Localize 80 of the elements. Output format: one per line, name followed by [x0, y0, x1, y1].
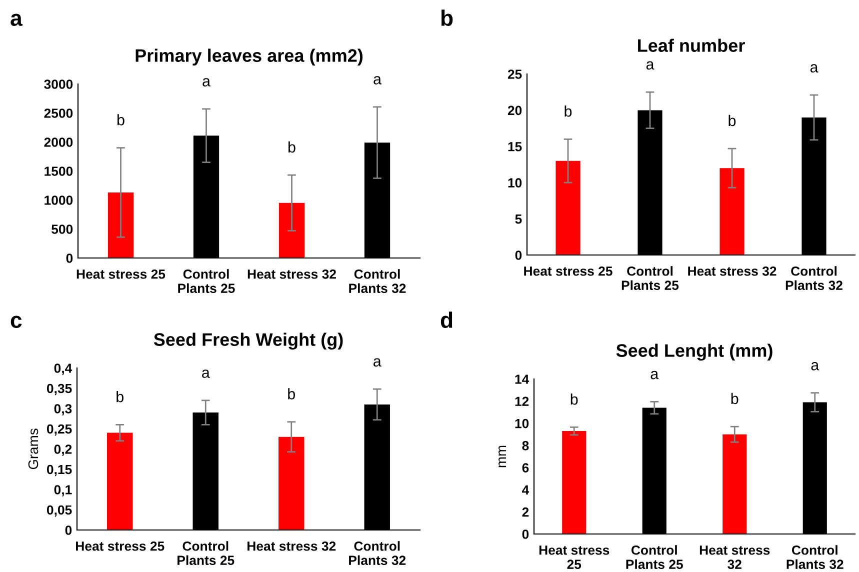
annotation: b — [117, 114, 124, 126]
text: a — [10, 14, 22, 26]
x-tick-label: Control Plants 32 — [349, 541, 406, 566]
x-tick-label: Control Plants 25 — [622, 266, 679, 290]
annotation: b — [564, 105, 572, 117]
annotation: a — [374, 76, 382, 84]
y-tick-label: 0 — [66, 254, 73, 263]
chart-title: Primary leaves area (mm2) — [136, 48, 363, 66]
y-tick-label: 10 — [508, 178, 522, 188]
y-tick-label: 15 — [508, 142, 522, 152]
text: b — [441, 10, 453, 26]
annotation: b — [288, 388, 295, 400]
y-tick-label: 14 — [515, 374, 530, 384]
y-tick-label: 0 — [515, 250, 522, 260]
x-tick-label: Control Plants 32 — [786, 266, 842, 290]
text: c — [10, 316, 22, 328]
y-tick-label: 8 — [522, 440, 529, 450]
y-tick-label: 0,2 — [54, 444, 72, 456]
bar — [278, 436, 304, 530]
bar — [722, 434, 747, 534]
bar — [556, 160, 580, 255]
y-tick-label: 3000 — [44, 80, 73, 89]
text: a — [810, 64, 818, 73]
y-tick-label: 5 — [515, 214, 522, 224]
y-tick-label: 0,25 — [46, 424, 72, 436]
y-tick-label: 1500 — [44, 166, 73, 176]
x-tick-label: Control Plants 32 — [349, 269, 406, 294]
chart-title: Leaf number — [638, 38, 745, 52]
text: a — [811, 362, 820, 370]
annotation: a — [202, 370, 210, 378]
y-axis-title: Grams — [28, 428, 38, 470]
text: d — [440, 312, 452, 328]
x-tick-label: Heat stress 25 — [76, 269, 166, 279]
bar — [562, 431, 586, 534]
annotation: b — [731, 392, 738, 404]
y-tick-label: 0,4 — [54, 364, 72, 375]
x-tick-label: Control Plants 25 — [626, 545, 683, 570]
y-tick-label: 0 — [522, 530, 529, 539]
y-tick-label: 1000 — [44, 196, 73, 205]
x-tick-label: Heat stress 32 — [700, 546, 770, 570]
annotation: b — [728, 114, 736, 126]
y-tick-label: 20 — [508, 106, 522, 116]
annotation: b — [116, 391, 124, 402]
x-tick-label: Control Plants 32 — [786, 545, 844, 570]
chart-title: Seed Fresh Weight (g) — [154, 332, 343, 350]
y-tick-label: 2 — [522, 507, 529, 517]
annotation: b — [288, 141, 296, 153]
y-tick-label: 0,05 — [46, 505, 72, 517]
x-tick-label: Control Plants 25 — [178, 541, 234, 566]
y-tick-label: 0 — [65, 526, 72, 535]
bar — [278, 202, 305, 258]
annotation: a — [202, 78, 210, 86]
y-tick-label: 6 — [522, 463, 529, 472]
y-tick-label: 10 — [515, 418, 529, 428]
bar — [720, 168, 744, 255]
y-tick-label: 0,3 — [54, 404, 72, 416]
y-tick-label: 25 — [508, 70, 522, 79]
y-tick-label: 12 — [515, 396, 529, 406]
bar — [108, 192, 134, 258]
annotation: a — [650, 370, 659, 380]
y-tick-label: 0,1 — [54, 485, 72, 496]
x-tick-label: Control Plants 25 — [178, 269, 235, 294]
y-tick-label: 2500 — [44, 108, 73, 118]
x-tick-label: Heat stress 32 — [688, 266, 776, 276]
text: a — [646, 61, 654, 70]
x-tick-label: Heat stress 25 — [76, 541, 164, 551]
y-tick-label: 0,35 — [46, 384, 72, 396]
x-tick-label: Heat stress 32 — [248, 269, 336, 279]
bar — [107, 432, 133, 530]
chart-title: Seed Lenght (mm) — [616, 344, 772, 361]
x-tick-label: Heat stress 32 — [248, 541, 336, 551]
y-tick-label: 2000 — [44, 138, 73, 147]
y-tick-label: 0,15 — [46, 464, 72, 476]
annotation: b — [570, 393, 578, 405]
x-tick-label: Heat stress 25 — [539, 546, 610, 570]
text: a — [374, 358, 382, 367]
y-axis-title: mm — [498, 446, 506, 468]
y-tick-label: 4 — [522, 485, 530, 494]
y-tick-label: 500 — [52, 224, 73, 234]
x-tick-label: Heat stress 25 — [524, 266, 612, 276]
